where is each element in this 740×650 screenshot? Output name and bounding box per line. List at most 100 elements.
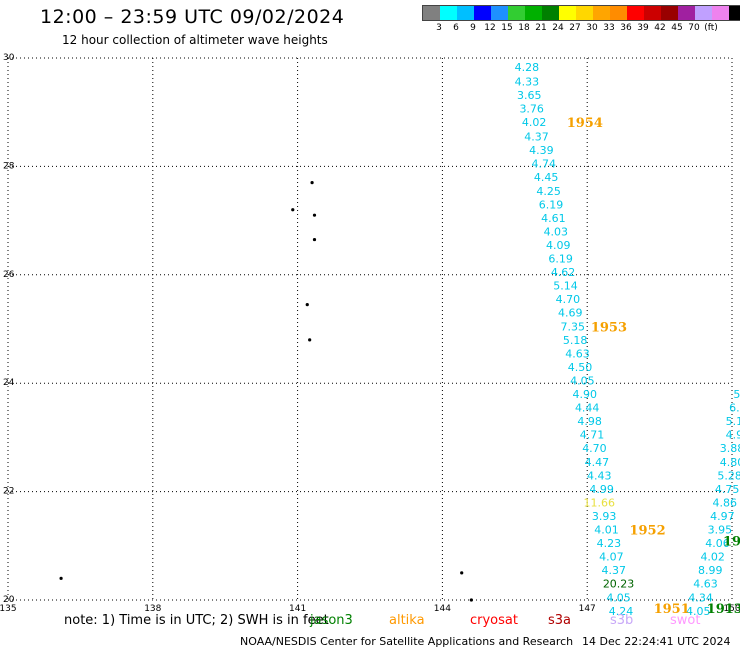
wave-height-value: 20.23 (603, 578, 635, 591)
latitude-tick-label: 30 (3, 53, 15, 63)
legend-swatch (610, 6, 627, 20)
wave-height-value: 4.07 (599, 551, 624, 564)
island-marker (310, 181, 314, 185)
longitude-tick-label: 150 (723, 604, 740, 614)
wave-height-value: 4.9 (726, 429, 740, 442)
wave-height-value: 4.69 (558, 307, 583, 320)
wave-height-value: 5.14 (553, 280, 578, 293)
wave-height-value: 4.75 (715, 483, 740, 496)
longitude-tick-label: 141 (289, 604, 306, 614)
page-subtitle: 12 hour collection of altimeter wave hei… (62, 33, 328, 47)
longitude-tick-label: 147 (579, 604, 596, 614)
legend-tick-label: 42 (654, 23, 666, 33)
wave-height-value: 4.99 (589, 483, 614, 496)
wave-height-value: 4.25 (536, 185, 561, 198)
legend-tick-label: 24 (552, 23, 564, 33)
legend-tick-label: 15 (501, 23, 513, 33)
legend-swatch (661, 6, 678, 20)
wave-height-value: 4.71 (580, 429, 605, 442)
satellite-legend-item: cryosat (470, 613, 518, 628)
wave-height-value: 4.50 (568, 361, 593, 374)
legend-tick-label: 30 (586, 23, 598, 33)
wave-height-value: 4.05 (606, 591, 631, 604)
wave-height-value: 4.06 (705, 537, 730, 550)
legend-swatch (678, 6, 695, 20)
wave-height-value: 7.35 (560, 320, 585, 333)
legend-swatch (542, 6, 559, 20)
wave-height-value: 4.97 (710, 510, 735, 523)
legend-swatch (457, 6, 474, 20)
legend-swatch (644, 6, 661, 20)
legend-tick-label: 39 (637, 23, 649, 33)
wave-height-value: 4.70 (556, 293, 581, 306)
wave-height-value: 4.37 (601, 564, 626, 577)
wave-height-value: 5.18 (563, 334, 588, 347)
wave-height-value: 5.1 (726, 415, 740, 428)
satellite-legend-item: jason3 (310, 613, 353, 628)
wave-height-value: 4.62 (551, 266, 576, 279)
wave-height-value: 4.01 (594, 524, 619, 537)
longitude-tick-label: 135 (0, 604, 17, 614)
page-title: 12:00 – 23:59 UTC 09/02/2024 (40, 6, 345, 28)
legend-tick-label: 45 (671, 23, 683, 33)
wave-height-value: 4.63 (565, 347, 590, 360)
latitude-tick-label: 22 (3, 487, 14, 497)
wave-height-value: 6.19 (548, 253, 573, 266)
wave-height-value: 3.95 (708, 524, 733, 537)
legend-tick-label: 70 (688, 23, 700, 33)
legend-tick-label: 6 (453, 23, 459, 33)
legend-swatch (576, 6, 593, 20)
island-marker (291, 208, 295, 212)
wave-height-value: 4.90 (573, 388, 598, 401)
footer-organization: NOAA/NESDIS Center for Satellite Applica… (240, 635, 574, 648)
satellite-legend-item: s3a (548, 613, 572, 628)
pass-number-label: 1954 (567, 116, 603, 131)
wave-height-value: 4.28 (515, 61, 540, 74)
legend-tick-label: 12 (484, 23, 496, 33)
latitude-tick-label: 24 (3, 378, 15, 388)
map-grid (7, 57, 733, 601)
longitude-tick-label: 138 (144, 604, 161, 614)
island-marker (469, 598, 473, 602)
legend-swatch (491, 6, 508, 20)
island-markers (59, 181, 473, 602)
legend-swatch (559, 6, 576, 20)
wave-height-value: 3.76 (519, 102, 544, 115)
legend-swatch (729, 6, 740, 20)
wave-height-value: 4.09 (546, 239, 571, 252)
wave-height-value: 4.80 (720, 456, 740, 469)
pass-number-labels: 1954 1953 1952 1951 1913 19 (567, 116, 740, 617)
wave-height-value: 4.63 (693, 578, 718, 591)
satellite-legend-item: altika (389, 613, 425, 628)
longitude-labels: 135 138 141 144 147 150 (0, 604, 740, 614)
latitude-tick-label: 26 (3, 270, 15, 280)
wave-height-value: 4.05 (570, 374, 595, 387)
legend-tick-label: (ft) (704, 23, 718, 33)
island-marker (305, 303, 309, 307)
wave-height-value: 4.61 (541, 212, 566, 225)
wave-height-value: 11.66 (584, 496, 616, 509)
wave-height-value: 4.34 (688, 591, 713, 604)
latitude-tick-label: 28 (3, 161, 15, 171)
island-marker (59, 576, 63, 580)
legend-swatch (474, 6, 491, 20)
wave-height-value: 4.74 (532, 158, 557, 171)
legend-tick-label: 18 (518, 23, 530, 33)
legend-swatch (525, 6, 542, 20)
wave-height-value: 4.02 (522, 116, 547, 129)
wave-height-value: 4.47 (585, 456, 610, 469)
wave-height-value: 3.93 (592, 510, 617, 523)
pass-number-label: 1951 (654, 602, 690, 617)
latitude-labels: 20 22 24 26 28 30 (3, 53, 15, 605)
wave-height-value: 4.24 (609, 605, 634, 618)
island-marker (460, 571, 464, 575)
observation-labels: 4.284.333.653.764.024.374.394.744.454.25… (515, 61, 740, 618)
wave-height-value: 4.44 (575, 402, 600, 415)
wave-height-value: 3.88 (720, 442, 740, 455)
satellite-legend-item: swot (670, 613, 701, 628)
legend-tick-label: 21 (535, 23, 547, 33)
legend-tick-labels: 3 6 9 12 15 18 21 24 27 30 33 36 39 42 45 70 (ft) (422, 21, 740, 35)
wave-height-value: 6. (729, 402, 740, 415)
legend-tick-label: 3 (436, 23, 442, 33)
